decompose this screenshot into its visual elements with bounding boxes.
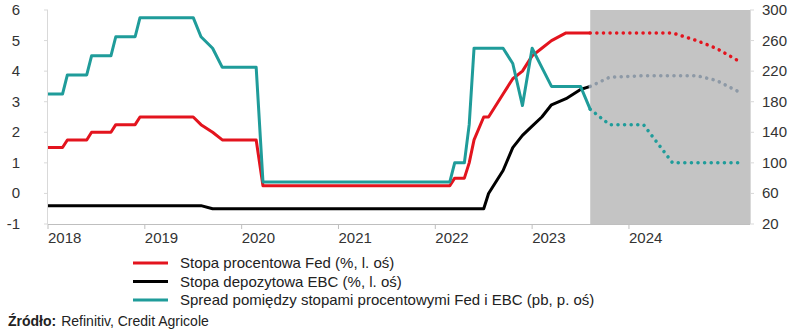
forecast-shading (590, 10, 750, 224)
y-tick-label: 6 (12, 1, 20, 18)
y2-tick-label: 220 (762, 62, 787, 79)
y-axis-line (47, 10, 48, 224)
y2-tick-label: 300 (762, 1, 787, 18)
y2-tick (750, 40, 754, 41)
y-tick (44, 101, 48, 102)
x-axis-line (48, 224, 750, 225)
legend: Stopa procentowa Fed (%, l. oś) Stopa dep… (133, 254, 594, 308)
x-tick-label: 2019 (145, 229, 178, 246)
y-tick (44, 40, 48, 41)
y2-axis-line (750, 10, 751, 224)
source: Źródło: Refinitiv, Credit Agricole (8, 313, 209, 329)
y-tick-label: 5 (12, 32, 20, 49)
y-tick-label: -1 (7, 215, 20, 232)
y2-tick-label: 260 (762, 32, 787, 49)
x-tick-label: 2018 (48, 229, 81, 246)
y2-tick (750, 10, 754, 11)
y2-tick (750, 162, 754, 163)
y2-tick (750, 224, 754, 225)
y-tick-label: 4 (12, 62, 20, 79)
y2-tick-label: 180 (762, 93, 787, 110)
x-tick-label: 2022 (435, 229, 468, 246)
x-tick-label: 2020 (242, 229, 275, 246)
chart: 2018 2019 2020 2021 2022 2023 2024 -1 0 1 2 3 4 5 6 20 6… (0, 0, 800, 335)
x-tick-label: 2024 (629, 229, 662, 246)
y-tick (44, 132, 48, 133)
series-forecast-line (590, 109, 740, 163)
y2-tick (750, 132, 754, 133)
series-line (48, 18, 590, 182)
legend-swatch (133, 262, 168, 265)
y2-tick-label: 60 (762, 184, 779, 201)
legend-swatch (133, 299, 168, 302)
x-tick-label: 2021 (338, 229, 371, 246)
y-tick (44, 162, 48, 163)
y2-tick (750, 193, 754, 194)
plot-area (48, 18, 740, 209)
legend-label: Spread pomiędzy stopami procentowymi Fed… (180, 291, 594, 308)
y2-tick-label: 140 (762, 123, 787, 140)
y-tick-label: 0 (12, 184, 20, 201)
y-tick-label: 2 (12, 123, 20, 140)
y2-tick-label: 20 (762, 215, 779, 232)
y-tick (44, 224, 48, 225)
legend-label: Stopa procentowa Fed (%, l. oś) (180, 254, 394, 271)
y2-tick (750, 101, 754, 102)
source-label: Źródło: (8, 313, 56, 329)
y2-tick (750, 71, 754, 72)
y2-tick-label: 100 (762, 154, 787, 171)
legend-label: Stopa depozytowa EBC (%, l. oś) (180, 273, 402, 290)
y-tick (44, 10, 48, 11)
source-text: Refinitiv, Credit Agricole (61, 313, 209, 329)
series-forecast-line (590, 33, 740, 62)
y-tick (44, 71, 48, 72)
series-line (48, 86, 590, 208)
legend-swatch (133, 280, 168, 283)
series-forecast-line (590, 76, 740, 93)
y-tick-label: 3 (12, 93, 20, 110)
y-tick (44, 193, 48, 194)
x-tick-label: 2023 (532, 229, 565, 246)
y-tick-label: 1 (12, 154, 20, 171)
